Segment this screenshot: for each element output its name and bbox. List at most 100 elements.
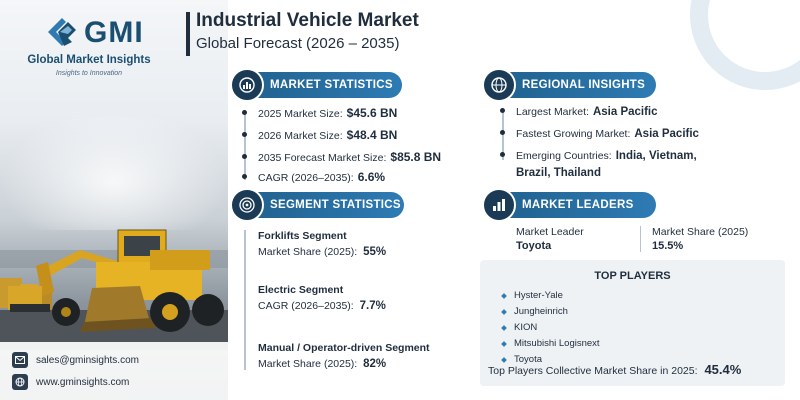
segment-label: Market Share (2025): [258, 358, 358, 370]
target-icon [230, 188, 264, 222]
regional-value: India, Vietnam, [615, 150, 697, 162]
bullet-dot [242, 110, 247, 115]
share-value: 15.5% [652, 240, 684, 252]
player-name: Mitsubishi Logisnext [514, 338, 600, 349]
segment-forklifts: Forklifts Segment Market Share (2025): 5… [258, 230, 386, 258]
share-label: Market Share (2025) [652, 226, 749, 238]
player-item: Mitsubishi Logisnext [501, 338, 600, 349]
market-leaders-header: MARKET LEADERS [482, 188, 656, 222]
player-name: Hyster-Yale [514, 290, 563, 301]
regional-insights-title: REGIONAL INSIGHTS [522, 79, 646, 91]
player-item: KION [501, 322, 538, 333]
stat-label: 2025 Market Size: [258, 108, 343, 120]
bar-chart-icon [482, 188, 516, 222]
title-accent-bar [186, 12, 190, 56]
regional-row-emerging: Emerging Countries: India, Vietnam, [500, 150, 697, 162]
regional-label: Largest Market: [516, 106, 589, 118]
leader-separator [640, 226, 641, 252]
segment-value: 7.7% [359, 300, 386, 312]
mail-icon [12, 352, 28, 368]
bullet-dot [500, 108, 505, 113]
market-leader-block: Market Leader Toyota [516, 226, 584, 252]
regional-label: Emerging Countries: [516, 150, 612, 162]
regional-row-fastest: Fastest Growing Market: Asia Pacific [500, 128, 699, 140]
stat-connector-line [244, 112, 246, 180]
bullet-dot [242, 174, 247, 179]
player-item: Jungheinrich [501, 306, 568, 317]
player-name: Toyota [514, 354, 542, 365]
market-statistics-title: MARKET STATISTICS [270, 79, 393, 91]
contact-email[interactable]: sales@gminsights.com [36, 354, 139, 366]
stat-row-2026: 2026 Market Size: $48.4 BN [242, 128, 397, 142]
segment-title: Electric Segment [258, 284, 344, 296]
player-name: KION [514, 322, 538, 333]
gmi-logo-icon [48, 18, 76, 46]
hero-image-panel: GMI Global Market Insights Insights to I… [0, 0, 228, 400]
diamond-bullet [501, 340, 507, 347]
segment-connector-line [244, 230, 246, 370]
brand-name: Global Market Insights [27, 54, 151, 66]
segment-value: 55% [363, 246, 387, 258]
stat-row-2025: 2025 Market Size: $45.6 BN [242, 106, 397, 120]
regional-value: Asia Pacific [592, 106, 658, 118]
player-item: Hyster-Yale [501, 290, 563, 301]
brand-tagline: Insights to Innovation [55, 70, 123, 77]
segment-value-row: Market Share (2025): 82% [258, 358, 430, 370]
regional-connector-line [502, 112, 504, 160]
regional-insights-header: REGIONAL INSIGHTS [482, 68, 656, 102]
contact-website-row[interactable]: www.gminsights.com [12, 372, 129, 392]
regional-value-cont: Brazil, Thailand [516, 167, 601, 179]
decorative-circle [690, 0, 800, 90]
stat-value: $85.8 BN [390, 150, 442, 164]
bullet-dot [500, 152, 505, 157]
segment-statistics-title: SEGMENT STATISTICS [270, 199, 401, 211]
top-players-panel: TOP PLAYERS Hyster-Yale Jungheinrich KIO… [480, 260, 785, 386]
collective-label: Top Players Collective Market Share in 2… [488, 365, 698, 377]
globe-chart-icon [230, 68, 264, 102]
segment-label: Market Share (2025): [258, 246, 358, 258]
regional-row-emerging-cont: Brazil, Thailand [516, 167, 601, 179]
segment-manual: Manual / Operator-driven Segment Market … [258, 342, 430, 370]
stat-row-2035: 2035 Forecast Market Size: $85.8 BN [242, 150, 441, 164]
bullet-dot [242, 132, 247, 137]
market-share-block: Market Share (2025) 15.5% [652, 226, 748, 252]
leader-label: Market Leader [516, 226, 584, 238]
leader-value: Toyota [516, 240, 552, 252]
stat-label: 2035 Forecast Market Size: [258, 152, 387, 164]
construction-vehicles-illustration [0, 229, 228, 350]
logo-text: GMI [84, 16, 144, 49]
diamond-bullet [501, 324, 507, 331]
page-subtitle: Global Forecast (2026 – 2035) [196, 35, 400, 52]
contact-block: sales@gminsights.com www.gminsights.com [0, 342, 228, 400]
segment-value-row: Market Share (2025): 55% [258, 246, 386, 258]
player-name: Jungheinrich [514, 306, 568, 317]
segment-title: Manual / Operator-driven Segment [258, 342, 430, 354]
market-statistics-header: MARKET STATISTICS [230, 68, 402, 102]
segment-statistics-header: SEGMENT STATISTICS [230, 188, 404, 222]
segment-title: Forklifts Segment [258, 230, 347, 242]
bullet-dot [500, 130, 505, 135]
website-globe-icon [12, 374, 28, 390]
regional-value: Asia Pacific [634, 128, 699, 140]
stat-value: 6.6% [357, 170, 386, 184]
diamond-bullet [501, 308, 507, 315]
stat-row-cagr: CAGR (2026–2035): 6.6% [242, 170, 385, 184]
stat-label: CAGR (2026–2035): [258, 172, 354, 184]
stat-value: $48.4 BN [346, 128, 398, 142]
sky-haze [0, 110, 228, 230]
contact-website[interactable]: www.gminsights.com [36, 376, 130, 388]
segment-value-row: CAGR (2026–2035): 7.7% [258, 300, 386, 312]
regional-label: Fastest Growing Market: [516, 128, 631, 140]
segment-electric: Electric Segment CAGR (2026–2035): 7.7% [258, 284, 386, 312]
segment-value: 82% [363, 358, 387, 370]
segment-label: CAGR (2026–2035): [258, 300, 354, 312]
collective-value: 45.4% [704, 362, 742, 377]
globe-icon [482, 68, 516, 102]
page-title: Industrial Vehicle Market [196, 10, 419, 31]
stat-value: $45.6 BN [346, 106, 398, 120]
brand-logo: GMI Global Market Insights Insights to I… [14, 14, 214, 84]
stat-label: 2026 Market Size: [258, 130, 343, 142]
contact-email-row[interactable]: sales@gminsights.com [12, 350, 139, 370]
market-leaders-title: MARKET LEADERS [522, 199, 634, 211]
regional-row-largest: Largest Market: Asia Pacific [500, 106, 658, 118]
